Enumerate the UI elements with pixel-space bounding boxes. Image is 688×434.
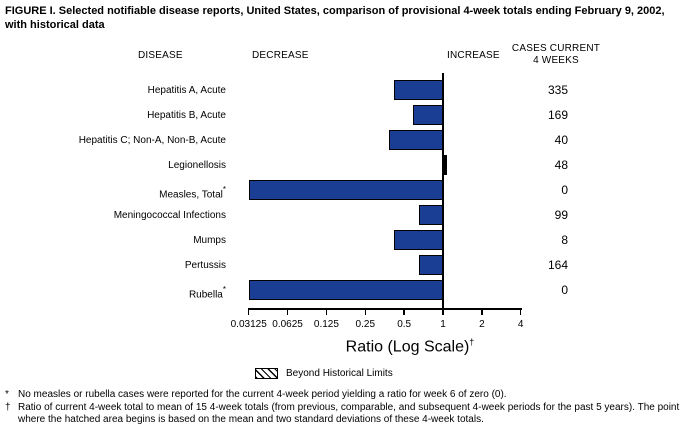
x-axis-tick-label-0.03125: 0.03125 [230, 319, 267, 330]
row-label-meningococcal-infections: Meningococcal Infections [113, 209, 226, 221]
x-axis-title: Ratio (Log Scale)† [310, 337, 510, 356]
row-label-hepatitis-b-acute: Hepatitis B, Acute [147, 109, 226, 121]
column-header-cases-line2: 4 WEEKS [533, 54, 579, 66]
row-label-rubella: Rubella* [188, 284, 226, 300]
x-axis-tick-label-4: 4 [517, 319, 524, 330]
row-label-legionellosis: Legionellosis [168, 159, 226, 171]
row-label-marker-measles-total: * [222, 184, 226, 194]
column-header-decrease: DECREASE [252, 50, 309, 61]
x-axis-title-text: Ratio (Log Scale) [345, 338, 470, 356]
case-count-measles-total: 0 [561, 183, 568, 197]
bar-mumps [394, 230, 443, 250]
bar-legionellosis [443, 155, 448, 175]
row-label-pertussis: Pertussis [184, 259, 226, 271]
figure-title: FIGURE I. Selected notifiable disease re… [5, 5, 665, 31]
bar-hepatitis-b-acute [413, 105, 443, 125]
column-header-increase: INCREASE [447, 50, 500, 61]
footnote-dagger-text: Ratio of current 4-week total to mean of… [18, 401, 680, 426]
bar-measles-total [248, 180, 443, 200]
x-axis-tick-label-2: 2 [479, 319, 485, 330]
case-count-rubella: 0 [561, 283, 568, 297]
case-count-pertussis: 164 [547, 258, 568, 272]
case-count-hepatitis-b-acute: 169 [547, 108, 568, 122]
footnote-asterisk: * No measles or rubella cases were repor… [5, 389, 683, 402]
row-label-marker-rubella: * [222, 284, 226, 294]
footnotes: * No measles or rubella cases were repor… [5, 389, 683, 427]
x-axis-tick-label-1: 1 [440, 319, 446, 330]
row-label-hepatitis-a-acute: Hepatitis A, Acute [147, 84, 226, 96]
x-axis-tick-0.0625 [286, 308, 289, 315]
x-axis-tick-label-0.5: 0.5 [397, 319, 412, 330]
footnote-asterisk-text: No measles or rubella cases were reporte… [18, 389, 507, 400]
legend: Beyond Historical Limits [255, 366, 393, 380]
x-axis-tick-0.03125 [247, 308, 250, 315]
footnote-dagger: † Ratio of current 4-week total to mean … [5, 402, 683, 427]
x-axis-tick-1 [442, 308, 444, 315]
row-label-mumps: Mumps [193, 234, 226, 246]
x-axis-tick-0.25 [364, 308, 367, 315]
column-header-cases: CASES CURRENT 4 WEEKS [510, 43, 602, 66]
case-count-mumps: 8 [561, 233, 568, 247]
bar-rubella [248, 280, 443, 300]
x-axis-tick-4 [519, 308, 522, 315]
footnote-asterisk-marker: * [5, 389, 9, 400]
x-axis-line [248, 308, 522, 310]
ratio-1-baseline [442, 73, 444, 309]
bar-meningococcal-infections [418, 205, 443, 225]
column-header-cases-line1: CASES CURRENT [511, 43, 601, 54]
x-axis-tick-2 [481, 308, 483, 315]
legend-label: Beyond Historical Limits [286, 367, 393, 379]
row-label-measles-total: Measles, Total* [159, 184, 226, 200]
x-axis-tick-label-0.25: 0.25 [355, 319, 376, 330]
bar-hepatitis-a-acute [394, 80, 443, 100]
bar-hepatitis-c-non-a-non-b-acute [388, 130, 443, 150]
x-axis-tick-label-0.125: 0.125 [313, 319, 339, 330]
case-count-hepatitis-c-non-a-non-b-acute: 40 [554, 133, 568, 147]
hatched-swatch-icon [255, 367, 278, 379]
case-count-legionellosis: 48 [554, 158, 568, 172]
case-count-hepatitis-a-acute: 335 [547, 83, 568, 97]
x-axis-tick-0.5 [403, 308, 405, 315]
x-axis-tick-label-0.0625: 0.0625 [272, 319, 303, 330]
row-label-hepatitis-c-non-a-non-b-acute: Hepatitis C; Non-A, Non-B, Acute [78, 134, 226, 146]
x-axis-tick-0.125 [325, 308, 328, 315]
column-header-disease: DISEASE [138, 50, 183, 61]
bar-pertussis [418, 255, 443, 275]
footnote-dagger-marker: † [5, 401, 11, 413]
x-axis-title-dagger: † [469, 337, 475, 347]
case-count-meningococcal-infections: 99 [554, 208, 568, 222]
